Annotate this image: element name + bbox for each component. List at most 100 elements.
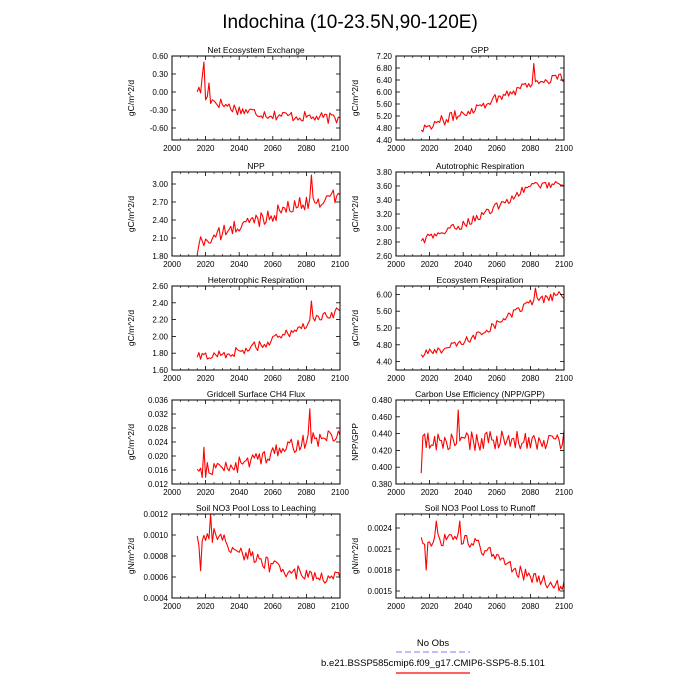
plot-frame (395, 171, 565, 257)
x-tick-label: 2040 (454, 260, 472, 269)
plot-frame (171, 399, 341, 485)
panel-7: Gridcell Surface CH4 Flux gC/m^2/d 2000 202… (126, 389, 349, 497)
y-tick-label: -0.30 (150, 106, 169, 115)
x-tick-label: 2100 (555, 144, 573, 153)
x-tick-label: 2000 (163, 144, 181, 153)
y-axis-label: gC/m^2/d (126, 424, 136, 460)
y-axis-label: gN/m^2/d (350, 538, 360, 574)
y-axis-label: gC/m^2/d (126, 80, 136, 116)
x-tick-label: 2060 (264, 488, 282, 497)
x-tick-label: 2020 (197, 144, 215, 153)
panel-title: Gridcell Surface CH4 Flux (207, 389, 306, 399)
x-tick-label: 2000 (387, 488, 405, 497)
y-tick-label: 2.60 (376, 252, 392, 261)
x-tick-label: 2060 (488, 260, 506, 269)
panel-5: Heterotrophic Respiration gC/m^2/d 2000 202… (126, 275, 349, 383)
panel-10: Soil NO3 Pool Loss to Runoff gN/m^2/d 2000… (350, 503, 573, 611)
y-tick-label: 6.00 (376, 290, 392, 299)
y-tick-label: 0.0006 (144, 573, 169, 582)
y-tick-label: 0.024 (148, 438, 169, 447)
x-tick-label: 2000 (387, 374, 405, 383)
x-tick-label: 2100 (331, 260, 349, 269)
x-tick-label: 2080 (522, 260, 540, 269)
panel-4: Autotrophic Respiration gC/m^2/d 2000 2020 2… (350, 161, 573, 269)
plot-frame (171, 513, 341, 599)
x-tick-label: 2100 (331, 144, 349, 153)
y-tick-label: 0.00 (152, 88, 168, 97)
x-tick-label: 2060 (488, 144, 506, 153)
x-tick-label: 2100 (331, 374, 349, 383)
y-tick-label: 5.20 (376, 324, 392, 333)
x-tick-label: 2080 (298, 488, 316, 497)
x-tick-label: 2020 (421, 488, 439, 497)
series-line (196, 61, 341, 124)
x-tick-label: 2080 (522, 144, 540, 153)
x-tick-label: 2040 (454, 374, 472, 383)
y-axis-label: gC/m^2/d (126, 196, 136, 232)
legend: No Obs b.e21.BSSP585cmip6.f09_g17.CMIP6-… (321, 638, 545, 674)
y-tick-label: 3.40 (376, 196, 392, 205)
y-tick-label: 0.016 (148, 466, 169, 475)
x-tick-label: 2080 (522, 488, 540, 497)
x-tick-label: 2020 (421, 602, 439, 611)
x-tick-label: 2060 (264, 260, 282, 269)
x-tick-label: 2080 (298, 602, 316, 611)
x-tick-label: 2060 (264, 144, 282, 153)
y-tick-label: 0.0008 (144, 552, 169, 561)
series-line (196, 174, 341, 255)
plot-frame (395, 285, 565, 371)
y-tick-label: 2.80 (376, 238, 392, 247)
x-tick-label: 2040 (230, 488, 248, 497)
x-tick-label: 2040 (454, 488, 472, 497)
panel-title: Soil NO3 Pool Loss to Leaching (196, 503, 316, 513)
x-tick-label: 2020 (197, 488, 215, 497)
y-tick-label: 0.60 (152, 52, 168, 61)
y-tick-label: 0.440 (372, 430, 393, 439)
y-tick-label: 6.00 (376, 88, 392, 97)
y-tick-label: 2.60 (152, 282, 168, 291)
y-axis-label: gC/m^2/d (350, 310, 360, 346)
y-tick-label: 2.40 (152, 299, 168, 308)
series-line (420, 180, 565, 244)
x-tick-label: 2100 (555, 602, 573, 611)
y-tick-label: 0.0015 (368, 587, 393, 596)
panel-title: GPP (471, 45, 489, 55)
panel-title: Carbon Use Efficiency (NPP/GPP) (415, 389, 545, 399)
y-tick-label: 3.00 (376, 224, 392, 233)
x-tick-label: 2000 (163, 374, 181, 383)
x-tick-label: 2080 (522, 602, 540, 611)
x-tick-label: 2060 (488, 602, 506, 611)
panel-6: Ecosystem Respiration gC/m^2/d 2000 2020 204… (350, 275, 573, 383)
y-tick-label: 1.60 (152, 366, 168, 375)
figure-title: Indochina (10-23.5N,90-120E) (222, 12, 478, 33)
y-tick-label: 0.032 (148, 410, 169, 419)
y-axis-label: gC/m^2/d (350, 196, 360, 232)
panel-title: NPP (247, 161, 265, 171)
y-tick-label: 1.80 (152, 252, 168, 261)
x-tick-label: 2040 (230, 260, 248, 269)
y-axis-label: gC/m^2/d (126, 310, 136, 346)
y-tick-label: 2.20 (152, 316, 168, 325)
panel-9: Soil NO3 Pool Loss to Leaching gN/m^2/d 20… (126, 503, 349, 611)
y-tick-label: 0.480 (372, 396, 393, 405)
y-tick-label: 6.80 (376, 64, 392, 73)
y-tick-label: 3.80 (376, 168, 392, 177)
y-tick-label: 2.10 (152, 234, 168, 243)
y-tick-label: 4.40 (376, 358, 392, 367)
y-tick-label: 2.40 (152, 216, 168, 225)
y-tick-label: 0.460 (372, 413, 393, 422)
x-tick-label: 2040 (230, 374, 248, 383)
y-tick-label: 0.012 (148, 480, 169, 489)
y-tick-label: 0.0024 (368, 524, 393, 533)
y-tick-label: 0.0018 (368, 566, 393, 575)
series-line (420, 409, 565, 474)
y-tick-label: 0.0004 (144, 594, 169, 603)
y-tick-label: 0.036 (148, 396, 169, 405)
y-tick-label: 0.0021 (368, 545, 393, 554)
y-tick-label: 6.40 (376, 76, 392, 85)
y-tick-label: 3.60 (376, 182, 392, 191)
x-tick-label: 2000 (387, 260, 405, 269)
y-tick-label: 0.028 (148, 424, 169, 433)
x-tick-label: 2040 (230, 144, 248, 153)
